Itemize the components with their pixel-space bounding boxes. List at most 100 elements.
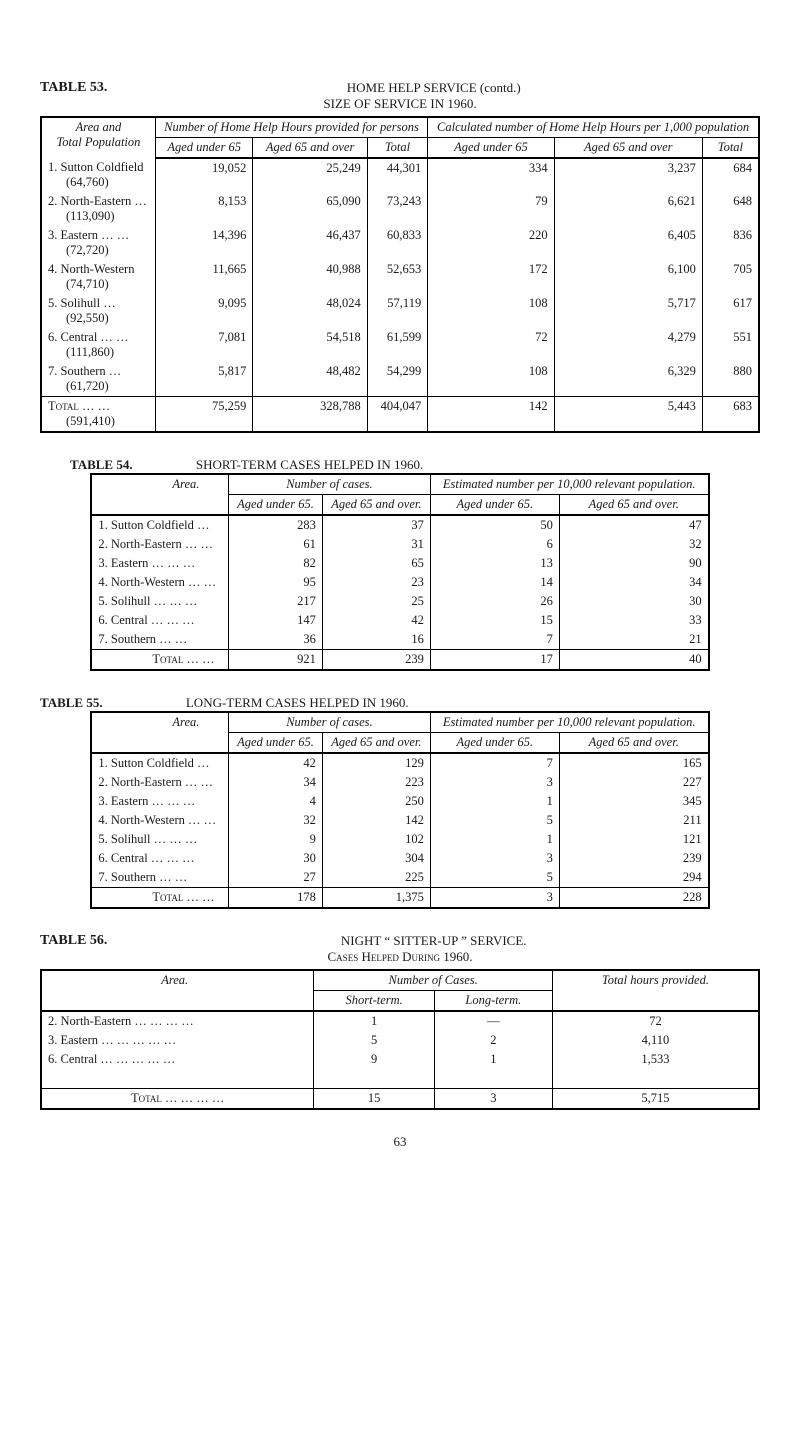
data-cell: 32	[229, 811, 323, 830]
t55-group2: Estimated number per 10,000 relevant pop…	[430, 712, 708, 733]
table56-super-title: NIGHT “ SITTER-UP ” SERVICE.	[341, 933, 527, 948]
area-cell: 5. Solihull …(92,550)	[41, 294, 155, 328]
t56-sub-long: Long-term.	[434, 991, 552, 1012]
data-cell: 6,329	[554, 362, 702, 397]
data-cell: 8,153	[155, 192, 253, 226]
table-row: 3. Eastern … …(72,720)14,39646,43760,833…	[41, 226, 759, 260]
table53-header: TABLE 53. HOME HELP SERVICE (contd.) SIZ…	[40, 80, 760, 112]
data-cell: 108	[428, 294, 554, 328]
data-cell: 30	[229, 849, 323, 868]
data-cell: 705	[702, 260, 759, 294]
t53-sub-total2: Total	[702, 138, 759, 159]
data-cell: 16	[322, 630, 430, 650]
data-cell: 1	[430, 830, 559, 849]
t53-total-c1: 75,259	[155, 397, 253, 433]
area-cell: 1. Sutton Coldfield(64,760)	[41, 158, 155, 192]
t53-group2: Calculated number of Home Help Hours per…	[428, 117, 759, 138]
data-cell: 1	[314, 1011, 434, 1031]
data-cell: 5,717	[554, 294, 702, 328]
data-cell: 121	[559, 830, 708, 849]
table-row: 6. Central … … …147421533	[91, 611, 708, 630]
table-row: 5. Solihull …(92,550)9,09548,02457,11910…	[41, 294, 759, 328]
table-row: 4. North-Western(74,710)11,66540,98852,6…	[41, 260, 759, 294]
data-cell: 225	[322, 868, 430, 888]
data-cell: 334	[428, 158, 554, 192]
table-row: 5. Solihull … … …91021121	[91, 830, 708, 849]
data-cell: 1	[430, 792, 559, 811]
area-cell: 5. Solihull … … …	[91, 830, 228, 849]
data-cell: 42	[322, 611, 430, 630]
t53-total-c2: 328,788	[253, 397, 367, 433]
area-cell: 3. Eastern … …(72,720)	[41, 226, 155, 260]
table56-header: TABLE 56. NIGHT “ SITTER-UP ” SERVICE. C…	[40, 933, 760, 965]
data-cell: 4,110	[552, 1031, 759, 1050]
t55-total-c4: 228	[559, 888, 708, 909]
area-cell: 2. North-Eastern …(113,090)	[41, 192, 155, 226]
area-cell: 2. North-Eastern … …	[91, 773, 228, 792]
t55-sub-under2: Aged under 65.	[430, 733, 559, 754]
t53-total-c4: 142	[428, 397, 554, 433]
data-cell: 27	[229, 868, 323, 888]
t54-sub-over1: Aged 65 and over.	[322, 495, 430, 516]
data-cell: 26	[430, 592, 559, 611]
table54-header: TABLE 54. SHORT-TERM CASES HELPED IN 196…	[40, 457, 760, 473]
data-cell: 684	[702, 158, 759, 192]
data-cell: 44,301	[367, 158, 427, 192]
t55-sub-over1: Aged 65 and over.	[322, 733, 430, 754]
area-cell: 7. Southern … …	[91, 868, 228, 888]
table56-title: Cases Helped During 1960.	[328, 949, 473, 964]
area-cell: 2. North-Eastern … …	[91, 535, 228, 554]
data-cell: 551	[702, 328, 759, 362]
t53-group1: Number of Home Help Hours provided for p…	[155, 117, 427, 138]
data-cell: 36	[229, 630, 323, 650]
data-cell: 5	[430, 868, 559, 888]
t54-total-c4: 40	[559, 650, 708, 671]
t56-total-hours-head: Total hours provided.	[552, 970, 759, 1011]
data-cell: 6,100	[554, 260, 702, 294]
data-cell: 3,237	[554, 158, 702, 192]
table-row: 6. Central … … …303043239	[91, 849, 708, 868]
data-cell: 227	[559, 773, 708, 792]
data-cell: 48,024	[253, 294, 367, 328]
t53-sub-total1: Total	[367, 138, 427, 159]
table-row: 2. North-Eastern … …6131632	[91, 535, 708, 554]
t53-area-head: Area andTotal Population	[41, 117, 155, 158]
t53-total-c3: 404,047	[367, 397, 427, 433]
data-cell: 14	[430, 573, 559, 592]
t56-total-c1: 15	[314, 1089, 434, 1110]
area-cell: 2. North-Eastern … … … …	[41, 1011, 314, 1031]
data-cell: 11,665	[155, 260, 253, 294]
table-row: 6. Central … … … … …911,533	[41, 1050, 759, 1069]
data-cell: 7	[430, 753, 559, 773]
table53-title: SIZE OF SERVICE IN 1960.	[323, 96, 476, 111]
table-row: 1. Sutton Coldfield …283375047	[91, 515, 708, 535]
data-cell: 15	[430, 611, 559, 630]
data-cell: —	[434, 1011, 552, 1031]
area-cell: 3. Eastern … … …	[91, 792, 228, 811]
data-cell: 34	[229, 773, 323, 792]
t54-sub-over2: Aged 65 and over.	[559, 495, 708, 516]
data-cell: 648	[702, 192, 759, 226]
data-cell: 9,095	[155, 294, 253, 328]
area-cell: 6. Central … … … … …	[41, 1050, 314, 1069]
table-row: 3. Eastern … … …42501345	[91, 792, 708, 811]
area-cell: 4. North-Western … …	[91, 573, 228, 592]
t55-total-c2: 1,375	[322, 888, 430, 909]
t54-sub-under2: Aged under 65.	[430, 495, 559, 516]
table-row: 7. Southern … …3616721	[91, 630, 708, 650]
data-cell: 31	[322, 535, 430, 554]
table-row: 1. Sutton Coldfield …421297165	[91, 753, 708, 773]
data-cell: 25,249	[253, 158, 367, 192]
data-cell: 40,988	[253, 260, 367, 294]
data-cell: 239	[559, 849, 708, 868]
t56-area-head: Area.	[41, 970, 314, 1011]
t55-group1: Number of cases.	[229, 712, 431, 733]
data-cell: 1	[434, 1050, 552, 1069]
t54-total-c3: 17	[430, 650, 559, 671]
t54-group2: Estimated number per 10,000 relevant pop…	[430, 474, 708, 495]
data-cell: 5,817	[155, 362, 253, 397]
t56-total-c2: 3	[434, 1089, 552, 1110]
table54-title: SHORT-TERM CASES HELPED IN 1960.	[136, 457, 423, 472]
table53: Area andTotal Population Number of Home …	[40, 116, 760, 433]
table-row: 2. North-Eastern …(113,090)8,15365,09073…	[41, 192, 759, 226]
